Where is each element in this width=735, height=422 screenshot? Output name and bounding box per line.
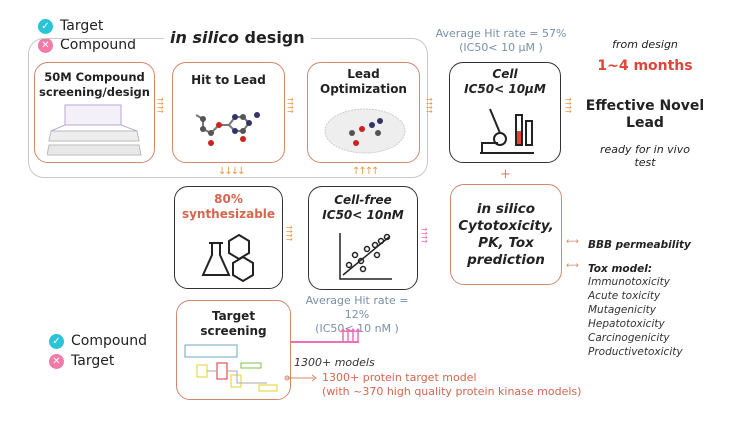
effective-novel-lead: Effective Novel Lead <box>585 98 705 131</box>
compound-screening-box: 50M Compound screening/design <box>34 62 155 163</box>
box-title: Cell <box>492 67 518 81</box>
cell-hit-rate: Average Hit rate = 57% (IC50< 10 μM ) <box>428 27 574 55</box>
plus-sign: + <box>500 167 511 182</box>
connector-arrow: ⟷ <box>566 237 579 247</box>
pink-connector-line <box>291 328 361 343</box>
check-icon: ✓ <box>49 334 64 349</box>
box-title: 50M Compound screening/design <box>39 70 150 99</box>
synth-percent: 80% <box>214 192 243 206</box>
box-title: Hit to Lead <box>191 73 266 87</box>
arrows-down: ↓↓↓↓ <box>218 166 245 177</box>
tox-item: Carcinogenicity <box>588 332 670 344</box>
tox-item: Acute toxicity <box>588 290 661 302</box>
arrows-right: → → → → <box>287 95 294 116</box>
box-title: Lead Optimization <box>320 67 407 96</box>
cell-free-hit-rate: Average Hit rate = 12% (IC50< 10 nM ) <box>292 294 422 336</box>
arrows-right: → → → → <box>426 95 433 116</box>
lab-equipment-icon <box>480 108 534 154</box>
box-title: Cell-free <box>334 193 392 207</box>
legend-target: Target <box>71 353 115 369</box>
in-silico-design-title: in silico design <box>164 28 311 47</box>
synthesizable-box: 80% synthesizable <box>174 186 283 289</box>
legend-compound: Compound <box>60 37 137 53</box>
cell-assay-box: Cell IC50< 10μM <box>449 62 561 163</box>
bbb-permeability: BBB permeability <box>588 239 691 251</box>
scatter-plot-icon <box>339 233 392 280</box>
tox-item: Hepatotoxicity <box>588 318 665 330</box>
legend-target: Target <box>60 18 104 34</box>
connector-arrow: ⟷ <box>566 261 579 271</box>
tox-item: Mutagenicity <box>588 304 656 316</box>
molecule-surface-image <box>324 108 406 154</box>
title-italic: in silico <box>170 28 239 47</box>
hit-rate-line2: (IC50< 10 nM ) <box>315 322 399 335</box>
hit-rate-line2: (IC50< 10 μM ) <box>459 41 543 54</box>
box-title: in silico Cytotoxicity, PK, Tox predicti… <box>458 200 554 268</box>
arrows-up: ↑↑↑↑ <box>352 166 379 177</box>
tox-item: Productivetoxicity <box>588 346 683 358</box>
models-line1: 1300+ protein target model <box>322 371 477 384</box>
models-count: 1300+ models <box>294 356 375 369</box>
synth-label: synthesizable <box>181 207 276 221</box>
lead-optimization-box: Lead Optimization <box>307 62 420 163</box>
arrows-right: → → → → <box>565 95 572 116</box>
hit-rate-line1: Average Hit rate = 57% <box>435 27 567 40</box>
title-rest: design <box>244 28 305 47</box>
molecule-image <box>195 112 260 146</box>
tox-model-label: Tox model: <box>588 263 653 275</box>
screening-table-image <box>47 104 142 156</box>
box-subtitle: IC50< 10nM <box>322 208 404 222</box>
check-icon: ✓ <box>38 19 53 34</box>
tox-item: Immunotoxicity <box>588 276 670 288</box>
duration-label: 1~4 months <box>597 58 693 74</box>
arrows-right: → → → → <box>286 223 293 244</box>
ready-for-in-vivo: ready for in vivo test <box>600 143 690 169</box>
from-design-label: from design <box>612 38 678 51</box>
models-line2: (with ~370 high quality protein kinase m… <box>322 385 582 398</box>
arrows-right-pink: → → → → <box>421 225 428 246</box>
protein-target-models: 1300+ protein target model (with ~370 hi… <box>322 371 581 399</box>
tox-prediction-box: in silico Cytotoxicity, PK, Tox predicti… <box>450 184 562 285</box>
cell-free-assay-box: Cell-free IC50< 10nM <box>308 186 418 290</box>
screening-flowchart-image <box>184 344 278 392</box>
box-subtitle: IC50< 10μM <box>464 82 546 96</box>
hit-rate-line1: Average Hit rate = 12% <box>305 294 409 321</box>
target-screening-box: Target screening <box>176 300 291 400</box>
flask-molecule-icon <box>201 233 254 283</box>
cross-icon: ✕ <box>49 354 64 369</box>
arrows-right: → → → → <box>157 95 164 116</box>
legend-compound: Compound <box>71 333 148 349</box>
hit-to-lead-box: Hit to Lead <box>172 62 285 163</box>
connector-arrow <box>284 374 317 382</box>
box-title: Target screening <box>200 309 267 338</box>
